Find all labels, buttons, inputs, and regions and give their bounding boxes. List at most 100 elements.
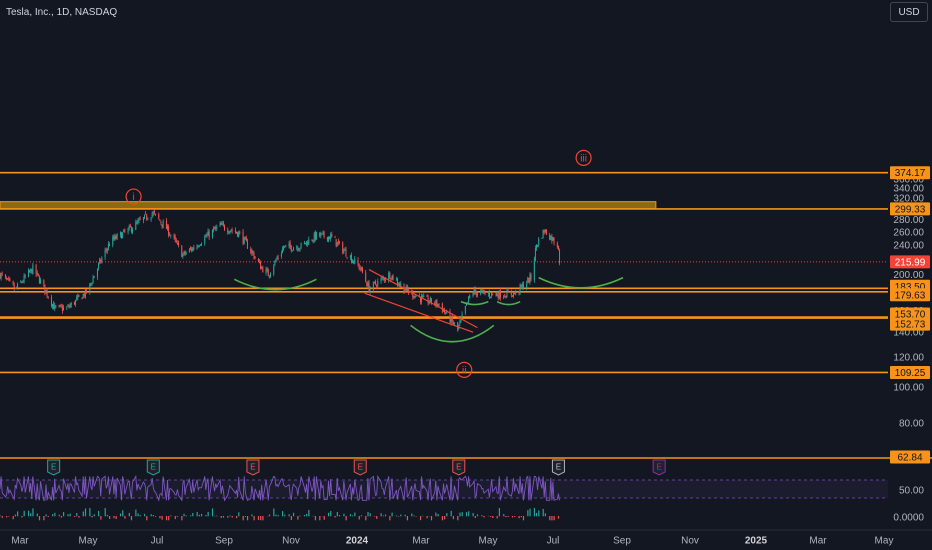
- currency-button[interactable]: USD: [890, 2, 928, 22]
- candle-body: [315, 232, 317, 239]
- candle-body: [495, 293, 497, 296]
- candle-body: [556, 243, 558, 248]
- histogram-bar: [122, 510, 124, 517]
- histogram-bar: [69, 513, 71, 517]
- candle-body: [497, 294, 499, 299]
- histogram-bar: [292, 512, 295, 517]
- histogram-bar: [45, 514, 47, 517]
- earnings-marker[interactable]: E: [452, 459, 466, 476]
- price-badge-label: 109.25: [895, 368, 926, 379]
- histogram-bar: [73, 516, 76, 517]
- candle-body: [391, 275, 393, 280]
- histogram-bar: [538, 510, 540, 517]
- candle-body: [260, 261, 262, 270]
- candle-body: [197, 246, 199, 248]
- candle-body: [476, 293, 478, 296]
- candle-body: [321, 233, 323, 235]
- earnings-marker[interactable]: E: [652, 459, 666, 476]
- candle-body: [123, 229, 125, 232]
- candle-body: [169, 234, 171, 236]
- histogram-bar: [358, 516, 360, 520]
- candle-body: [7, 278, 9, 280]
- histogram-bar: [457, 516, 459, 521]
- histogram-bar: [229, 515, 231, 517]
- candle-body: [284, 245, 286, 248]
- earnings-marker[interactable]: E: [146, 459, 160, 476]
- candle-body: [342, 242, 344, 253]
- candle-body: [303, 242, 305, 244]
- histogram-bar: [30, 513, 32, 517]
- candle-body: [457, 322, 459, 330]
- candle-body: [519, 284, 521, 294]
- candle-body: [99, 259, 101, 263]
- histogram-bar: [47, 516, 49, 517]
- histogram-bar: [43, 516, 45, 521]
- candle-body: [549, 234, 551, 240]
- earnings-marker[interactable]: E: [47, 459, 61, 476]
- candle-body: [319, 232, 321, 237]
- candle-body: [98, 263, 100, 269]
- histogram-bar: [130, 516, 133, 521]
- candle-body: [86, 289, 88, 294]
- earnings-marker[interactable]: E: [353, 459, 367, 476]
- histogram-bar: [8, 516, 10, 517]
- histogram-bar: [496, 516, 498, 519]
- candle-body: [230, 230, 232, 232]
- cup-arc: [233, 278, 317, 291]
- candle-body: [297, 247, 299, 251]
- histogram-bar: [430, 516, 433, 521]
- earnings-marker[interactable]: E: [551, 459, 565, 476]
- wedge-line: [368, 269, 478, 329]
- candle-body: [553, 238, 555, 244]
- candle-body: [395, 279, 397, 281]
- earnings-marker[interactable]: E: [246, 459, 260, 476]
- histogram-bar: [192, 512, 194, 517]
- candle-body: [427, 296, 429, 304]
- candle-body: [446, 310, 448, 314]
- histogram-bar: [211, 508, 214, 517]
- histogram-bar: [198, 514, 200, 517]
- candle-body: [246, 240, 248, 249]
- time-axis[interactable]: Mar May Jul Sep Nov 2024 Mar May Jul Sep Nov 2025 Ma…: [0, 529, 932, 547]
- candle-body: [199, 244, 201, 246]
- histogram-bar: [536, 512, 538, 517]
- candle-body: [551, 235, 553, 241]
- candle-body: [423, 295, 425, 297]
- candle-body: [91, 283, 93, 285]
- candle-body: [426, 295, 428, 297]
- histogram-bar: [135, 509, 137, 517]
- wave-label: ii: [456, 361, 473, 378]
- histogram-bar: [290, 516, 292, 521]
- price-tick-label: 340.00: [893, 184, 924, 195]
- candle-body: [266, 268, 268, 271]
- candle-body: [50, 296, 52, 306]
- histogram-bar: [507, 516, 509, 517]
- candle-body: [229, 230, 231, 233]
- candle-body: [47, 296, 49, 298]
- wave-label: iii: [575, 149, 592, 166]
- histogram-bar: [299, 515, 301, 517]
- candle-body: [275, 259, 277, 262]
- histogram-bar: [284, 514, 286, 517]
- candle-body: [482, 290, 484, 292]
- histogram-bar: [373, 516, 376, 517]
- price-axis[interactable]: 80.00100.00120.00140.00160.00180.00200.0…: [893, 166, 924, 524]
- histogram-bar: [154, 516, 157, 517]
- candle-body: [60, 305, 62, 307]
- candle-body: [314, 232, 316, 240]
- histogram-bar: [435, 512, 437, 517]
- candle-body: [483, 290, 485, 292]
- histogram-bar: [32, 508, 34, 517]
- candle-body: [459, 320, 461, 325]
- histogram-bar: [476, 514, 479, 517]
- histogram-bar: [227, 516, 229, 518]
- candle-body: [35, 264, 37, 275]
- candle-body: [515, 290, 517, 295]
- candle-body: [144, 214, 146, 219]
- candle-body: [158, 214, 160, 219]
- candle-body: [392, 274, 394, 280]
- earnings-marker-label: E: [51, 463, 56, 472]
- candle-body: [388, 273, 390, 281]
- histogram-bar: [170, 515, 172, 517]
